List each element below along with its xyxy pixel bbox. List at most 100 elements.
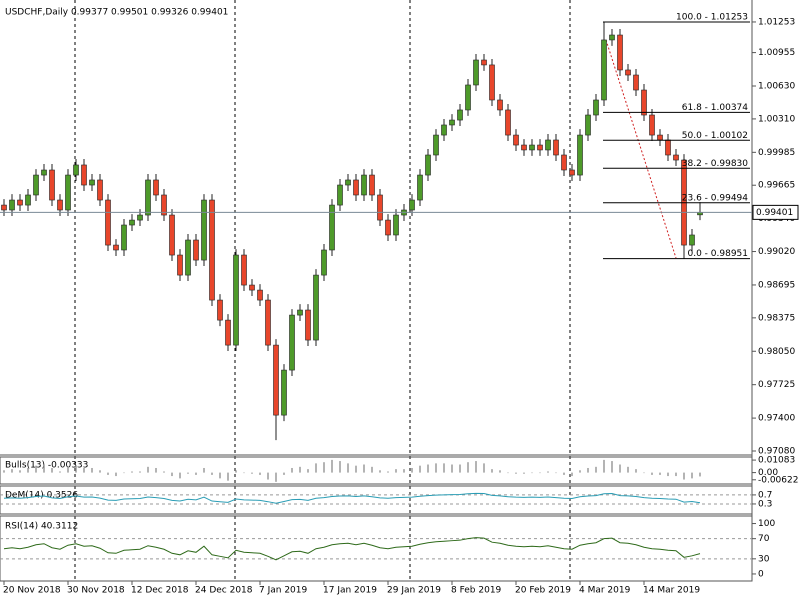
candle-body <box>409 199 415 211</box>
indicator-line <box>3 492 701 504</box>
candle-body <box>569 169 575 176</box>
histogram-bar <box>427 464 429 473</box>
candle-body <box>457 109 463 121</box>
histogram-bar <box>251 472 253 474</box>
y-tick-label: 0.99985 <box>758 148 795 158</box>
histogram-bar <box>115 472 117 477</box>
histogram-bar <box>595 466 597 473</box>
y-tick-label: 1.00630 <box>758 82 795 92</box>
candle-body <box>257 289 263 301</box>
candle-body <box>633 74 639 91</box>
histogram-bar <box>355 465 357 473</box>
candle-body <box>185 239 191 276</box>
candle-body <box>129 219 135 226</box>
candle-body <box>65 174 71 211</box>
candle-body <box>153 179 159 196</box>
candle-body <box>161 194 167 216</box>
y-tick-label: 0.99020 <box>758 247 795 257</box>
y-tick-label: 100 <box>758 519 775 529</box>
fibo-label: 23.6 - 0.99494 <box>682 193 748 203</box>
histogram-bar <box>259 472 261 475</box>
candle-body <box>385 219 391 236</box>
candle-body <box>209 199 215 301</box>
histogram-bar <box>691 472 693 479</box>
candle-body <box>537 144 543 151</box>
histogram-bar <box>347 463 349 473</box>
y-tick-label: 0.98050 <box>758 347 795 357</box>
histogram-bar <box>267 472 269 480</box>
x-tick-label: 20 Nov 2018 <box>3 586 61 596</box>
candle-body <box>521 144 527 151</box>
histogram-bar <box>211 472 213 475</box>
histogram-bar <box>155 467 157 473</box>
y-tick-label: 0.97080 <box>758 446 795 456</box>
histogram-bar <box>203 467 205 473</box>
x-tick-label: 29 Jan 2019 <box>387 586 441 596</box>
candle-body <box>369 174 375 196</box>
fibo-label: 100.0 - 1.01253 <box>676 12 748 22</box>
histogram-bar <box>179 472 181 479</box>
histogram-bar <box>499 470 501 473</box>
candle-body <box>169 214 175 256</box>
candle-body <box>41 169 47 176</box>
histogram-bar <box>219 472 221 479</box>
fibo-label: 38.2 - 0.99830 <box>682 159 748 169</box>
histogram-bar <box>635 469 637 473</box>
histogram-bar <box>563 472 565 475</box>
candle-body <box>345 179 351 186</box>
candle-body <box>449 119 455 126</box>
candle-body <box>441 124 447 136</box>
candle-body <box>433 134 439 156</box>
y-tick-label: 0.97725 <box>758 380 795 390</box>
candle-body <box>657 134 663 141</box>
histogram-bar <box>91 467 93 473</box>
candle-body <box>377 194 383 221</box>
histogram-bar <box>699 472 701 477</box>
y-tick-label: 30 <box>758 554 770 564</box>
histogram-bar <box>475 461 477 473</box>
histogram-bar <box>107 472 109 475</box>
histogram-bar <box>683 472 685 480</box>
candle-body <box>553 139 559 156</box>
histogram-bar <box>27 467 29 473</box>
panel-title: RSI(14) 40.3112 <box>5 522 78 532</box>
histogram-bar <box>59 471 61 473</box>
candle-body <box>689 234 695 246</box>
panel-title: USDCHF,Daily 0.99377 0.99501 0.99326 0.9… <box>5 8 228 18</box>
candle-body <box>281 369 287 416</box>
candle-body <box>313 274 319 341</box>
y-tick-label: 0.01083 <box>758 456 795 466</box>
candle-body <box>337 184 343 206</box>
candle-body <box>673 154 679 161</box>
histogram-bar <box>147 466 149 473</box>
candle-body <box>321 249 327 276</box>
y-tick-label: 0.98695 <box>758 280 795 290</box>
histogram-bar <box>531 472 533 474</box>
candle-body <box>177 254 183 276</box>
histogram-bar <box>547 471 549 473</box>
candle-body <box>601 39 607 101</box>
histogram-bar <box>619 464 621 473</box>
histogram-bar <box>75 465 77 473</box>
histogram-bar <box>227 472 229 481</box>
histogram-bar <box>587 467 589 473</box>
candle-body <box>585 114 591 136</box>
x-tick-label: 4 Mar 2019 <box>579 586 631 596</box>
y-tick-label: 1.00955 <box>758 48 795 58</box>
candle-body <box>649 114 655 136</box>
candle-body <box>201 199 207 261</box>
histogram-bar <box>395 469 397 473</box>
candle-body <box>465 84 471 111</box>
histogram-bar <box>419 465 421 473</box>
candle-body <box>225 319 231 346</box>
histogram-bar <box>507 472 509 474</box>
histogram-bar <box>603 459 605 473</box>
candle-body <box>497 99 503 111</box>
histogram-bar <box>171 472 173 477</box>
x-tick-label: 8 Feb 2019 <box>451 586 502 596</box>
candle-body <box>481 59 487 66</box>
histogram-bar <box>411 467 413 473</box>
candle-body <box>417 174 423 201</box>
candle-body <box>625 69 631 76</box>
